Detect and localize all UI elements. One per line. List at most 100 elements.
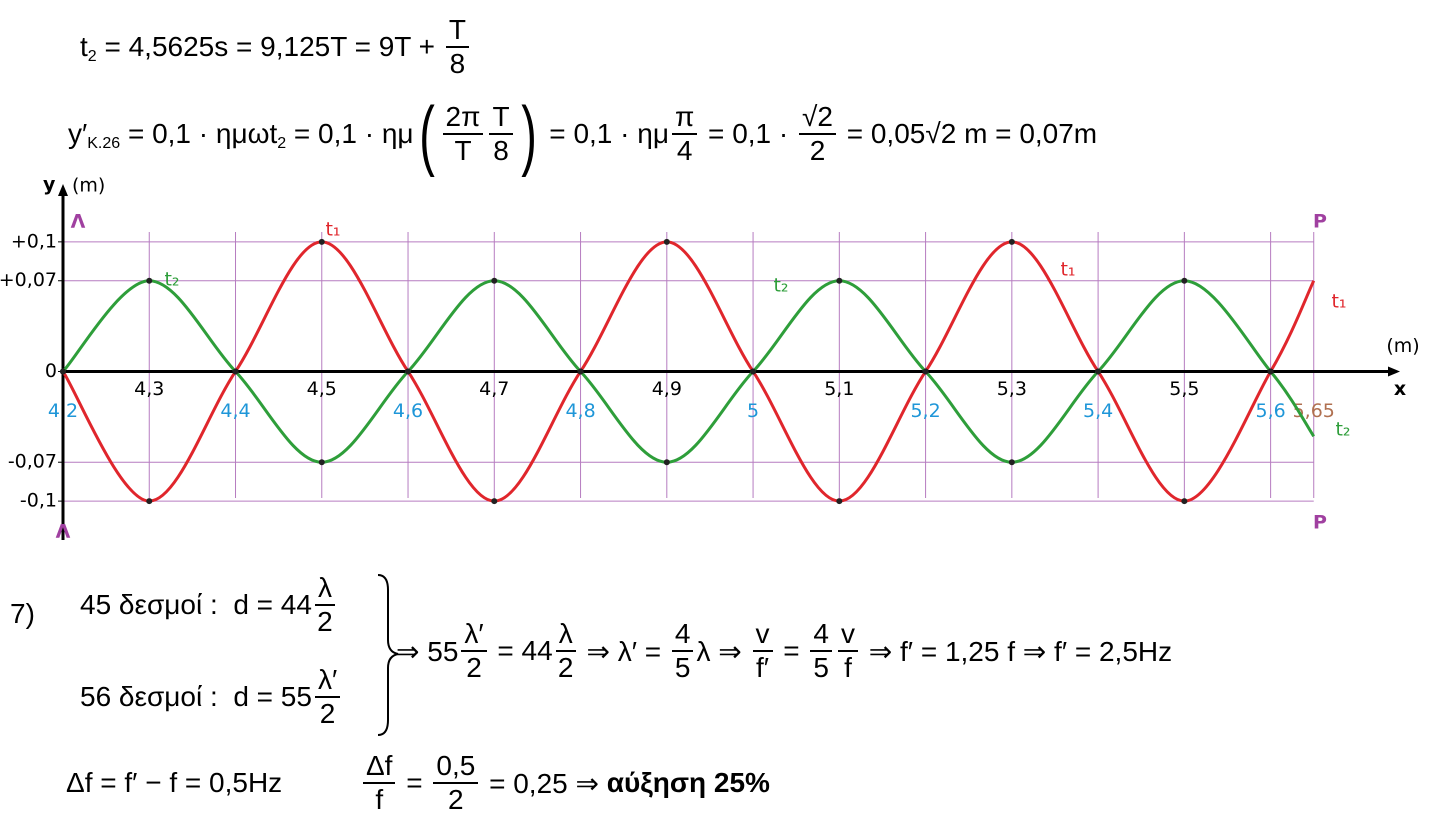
- numerator: v: [838, 618, 858, 653]
- end-marker: P: [1313, 512, 1327, 534]
- text: = 0,25 ⇒: [481, 767, 607, 799]
- text: = 0,1 · ημωt: [120, 118, 278, 149]
- parenthesis: (: [418, 90, 435, 178]
- text: ⇒ f′ = 1,25 f ⇒ f′ = 2,5Hz: [861, 635, 1173, 667]
- point: [318, 459, 325, 466]
- denominator: f: [844, 652, 852, 684]
- point: [60, 368, 66, 375]
- bold-text: αύξηση 25%: [606, 767, 770, 799]
- text: = 4,5625s = 9,125T = 9T +: [96, 31, 443, 63]
- end-marker: Λ: [56, 521, 71, 543]
- equation-2: y′ K.26 = 0,1 · ημωt 2 = 0,1 · ημ(2π T T 8) =…: [68, 95, 1097, 173]
- final-line: Δf = f′ − f = 0,5Hz Δf f = 0,5 2 = 0,25 ⇒ …: [66, 750, 770, 816]
- point: [663, 459, 670, 466]
- y-axis-label: y: [43, 174, 56, 196]
- text: = 44: [489, 635, 553, 667]
- point: [146, 498, 153, 505]
- text: = 0,1 · ημ: [286, 118, 414, 149]
- fraction: √2 2: [799, 101, 836, 167]
- denominator: 5: [674, 652, 691, 684]
- end-marker: P: [1313, 211, 1327, 233]
- denominator: 2: [319, 698, 336, 730]
- text: Δf = f′ − f = 0,5Hz: [66, 767, 360, 799]
- point: [232, 368, 239, 375]
- point: [491, 498, 498, 505]
- point: [1008, 459, 1015, 466]
- curve-label: t₁: [325, 219, 340, 241]
- x-tick-label: 5,3: [997, 378, 1027, 400]
- y-axis-unit: (m): [72, 175, 105, 197]
- x-tick-label: 5: [747, 400, 759, 422]
- denominator: 2: [448, 784, 464, 816]
- fraction: λ′ 2: [461, 618, 487, 684]
- denominator: 5: [813, 652, 829, 684]
- point: [1008, 238, 1015, 245]
- denominator: 2: [557, 652, 574, 684]
- fraction: 0,5 2: [433, 750, 479, 816]
- x-tick-label: 4,4: [220, 400, 250, 422]
- numerator: λ: [314, 572, 335, 607]
- denominator: f: [375, 784, 384, 816]
- x-axis-label: x: [1394, 378, 1406, 400]
- y-arrow: [58, 184, 68, 196]
- denominator: 8: [493, 135, 509, 166]
- text: 45 δεσμοί : d = 44: [80, 589, 312, 621]
- text: ⇒ λ′ =: [578, 635, 669, 667]
- numerator: T: [445, 14, 469, 49]
- numerator: 4: [671, 618, 694, 653]
- text: t: [80, 31, 88, 63]
- x-tick-label: 4,3: [134, 378, 164, 400]
- denominator: 8: [449, 48, 466, 80]
- x-tick-label: 5,5: [1169, 378, 1199, 400]
- x-tick-label: 5,1: [824, 378, 854, 400]
- x-tick-label: 4,8: [565, 400, 595, 422]
- x-tick-label: 5,6: [1256, 400, 1286, 422]
- y-tick-label: -0,07: [8, 451, 57, 473]
- point: [1095, 368, 1102, 375]
- fraction: 2π T: [442, 101, 484, 167]
- point: [318, 238, 325, 245]
- y-tick-label: -0,1: [20, 490, 57, 512]
- text: = 0,05√2 m = 0,07m: [838, 118, 1098, 149]
- point: [663, 238, 670, 245]
- numerator: λ′: [461, 618, 487, 653]
- text: =: [398, 767, 431, 799]
- x-tick-label: 5,2: [910, 400, 940, 422]
- end-marker: Λ: [71, 211, 86, 233]
- numerator: T: [489, 101, 513, 135]
- numerator: v: [752, 618, 773, 653]
- point: [836, 498, 843, 505]
- x-axis-unit: (m): [1386, 335, 1419, 357]
- denominator: 4: [676, 135, 693, 166]
- system-row-1: 45 δεσμοί : d = 44 λ 2: [80, 572, 338, 638]
- numerator: λ′: [314, 664, 341, 699]
- text: ⇒ 55: [396, 635, 459, 667]
- point: [1267, 368, 1274, 375]
- x-tick-label: 4,7: [479, 378, 509, 400]
- denominator: f′: [755, 652, 770, 684]
- y-tick-label: 0: [45, 360, 57, 382]
- series-line: [61, 240, 1316, 503]
- denominator: 2: [317, 606, 333, 638]
- x-tick-label: 4,6: [393, 400, 423, 422]
- denominator: 2: [809, 135, 826, 166]
- series-line: [61, 279, 1315, 464]
- numerator: 0,5: [433, 750, 479, 785]
- subscript: K.26: [87, 135, 121, 152]
- text: = 0,1 ·: [700, 118, 796, 149]
- point: [577, 368, 584, 375]
- numerator: π: [671, 101, 698, 135]
- x-tick-label: 4,9: [652, 378, 682, 400]
- problem-number: 7): [10, 598, 35, 629]
- fraction: v f′: [752, 618, 773, 684]
- denominator: T: [454, 135, 472, 166]
- x-arrow: [1388, 366, 1400, 377]
- fraction: Δf f: [362, 750, 396, 816]
